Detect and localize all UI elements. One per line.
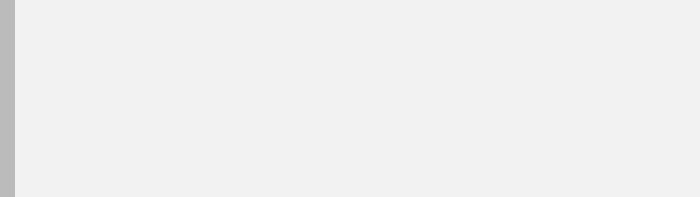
Text: Firm A: Firm A	[273, 104, 310, 117]
Bar	[115, 92, 490, 182]
Polygon shape	[351, 152, 354, 160]
Polygon shape	[234, 152, 237, 160]
Text: and returns on total assets of 9 percent and 13 percent, respectively. What is t: and returns on total assets of 9 percent…	[115, 33, 637, 46]
Text: k: k	[8, 156, 15, 169]
Text: Return on equity: Return on equity	[119, 151, 212, 161]
Text: (Do not round intermediate calculations and enter: (Do not round intermediate calculations …	[277, 51, 612, 64]
Text: on equity for Firm A and Firm B?: on equity for Firm A and Firm B?	[115, 51, 309, 64]
Text: %: %	[333, 149, 344, 162]
Text: Firm B: Firm B	[401, 104, 438, 117]
Bar	[115, 130, 490, 182]
Text: Firm A and Firm B have debt-total asset ratios of 28 percent and 18 percent, res: Firm A and Firm B have debt-total asset …	[115, 15, 647, 28]
Text: %: %	[468, 149, 479, 162]
Bar	[115, 92, 490, 130]
Text: your answers as a percent rounded to 2 decimal places, e.g., 32.16.): your answers as a percent rounded to 2 d…	[115, 69, 573, 82]
